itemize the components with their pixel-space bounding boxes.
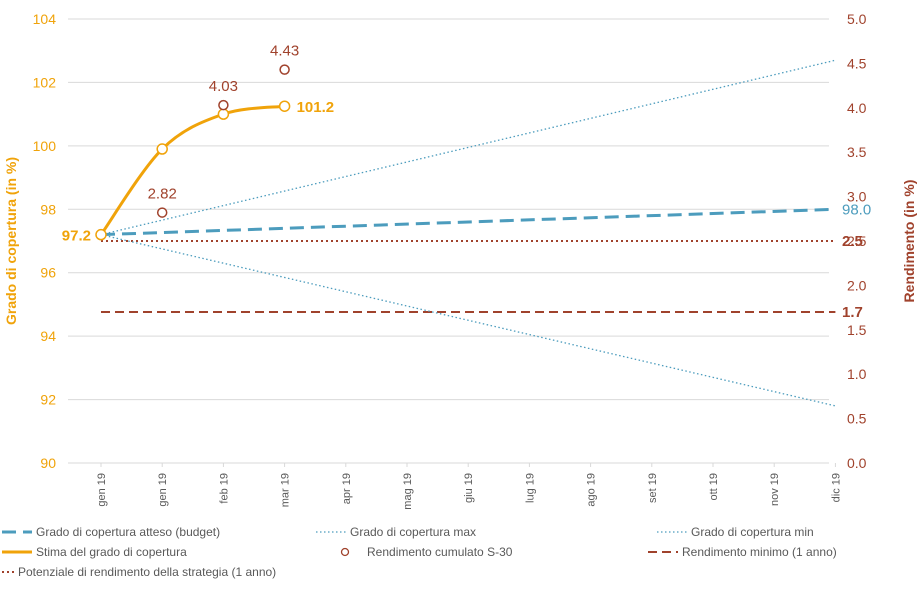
y-left-tick-label: 94 [40,328,56,344]
data-point [156,143,168,155]
series-stima-del-grado-di-copertura [99,104,285,236]
y-right-tick-label: 1.5 [847,322,867,338]
data-point [95,228,107,241]
x-tick-label: set 19 [647,473,659,503]
x-tick-label: gen 19 [96,473,108,507]
x-tick-label: apr 19 [341,473,353,504]
x-tick-label: lug 19 [524,473,536,503]
data-point [217,108,230,120]
y-right-tick-label: 0.5 [847,411,867,427]
data-label: 4.43 [270,43,299,60]
y-right-tick-label: 3.5 [847,144,867,160]
x-tick-label: ago 19 [586,473,598,507]
y-right-tick-label: 1.0 [847,366,867,382]
y-left-tick-label: 100 [33,138,57,154]
legend-label: Grado di copertura min [691,525,814,539]
x-tick-label: dic 19 [830,473,842,502]
x-tick-label: nov 19 [769,473,781,506]
series-grado-di-copertura-atteso-budget [100,207,836,237]
data-label: 2.82 [148,186,177,203]
data-label-end: 1.7 [842,304,863,321]
data-point [279,64,290,75]
series-grado-di-copertura-min [100,234,836,407]
y-left-tick-label: 90 [40,455,56,471]
y-right-tick-label: 4.0 [847,100,867,116]
data-point [156,207,168,218]
legend-item: Rendimento minimo (1 anno) [648,545,837,559]
legend-item: Grado di copertura max [316,525,476,539]
legend-item: Potenziale di rendimento della strategia… [2,565,276,579]
y-left-tick-label: 98 [40,201,56,217]
data-point [278,100,291,112]
legend-item: Grado di copertura atteso (budget) [2,525,220,539]
axis-layer: 90 92 94 96 98 100 102 104 0.0 0.5 1.0 1.5 2.0 2.5 3.0… [33,11,867,510]
x-tick-label: ott 19 [708,473,720,501]
legend-label: Stima del grado di copertura [36,545,187,559]
y-right-tick-label: 3.0 [847,189,867,205]
legend-item: Stima del grado di copertura [2,545,187,559]
data-label: 4.03 [209,78,238,95]
legend-label: Potenziale di rendimento della strategia… [18,565,276,579]
legend: Grado di copertura atteso (budget) Grado … [2,525,837,579]
y-right-tick-label: 2.5 [847,233,867,249]
label-layer: 1.7 2.5 98.0 97.2 101.2 2.82 4.03 4.43 [62,43,871,321]
grid-layer [68,18,829,464]
x-tick-label: mar 19 [280,473,292,507]
x-tick-label: gen 19 [157,473,169,507]
data-label-end: 2.5 [842,233,863,250]
legend-label: Rendimento cumulato S-30 [367,545,513,559]
legend-item: Grado di copertura min [657,525,814,539]
series-layer [95,59,836,407]
series-grado-di-copertura-max [100,59,836,236]
y-right-tick-label: 0.0 [847,455,867,471]
legend-item: Rendimento cumulato S-30 [340,545,513,559]
y-left-tick-label: 96 [40,265,56,281]
data-label-start: 97.2 [62,228,91,245]
y-left-tick-label: 92 [40,392,56,408]
y-left-axis-title: Grado di copertura (in %) [3,157,19,325]
data-label-end: 101.2 [297,99,335,116]
y-right-tick-label: 4.5 [847,55,867,71]
y-right-tick-label: 5.0 [847,11,867,27]
legend-label: Grado di copertura atteso (budget) [36,525,220,539]
legend-label: Grado di copertura max [350,525,476,539]
x-tick-label: feb 19 [218,473,230,504]
y-left-tick-label: 104 [33,11,57,27]
y-left-tick-label: 102 [33,74,57,90]
legend-swatch [340,547,350,557]
y-right-tick-label: 2.0 [847,277,867,293]
data-label-end: 98.0 [842,201,871,218]
y-right-axis-title: Rendimento (in %) [901,180,917,303]
x-tick-label: mag 19 [402,473,414,510]
data-point [218,99,229,111]
x-tick-label: giu 19 [463,473,475,503]
legend-label: Rendimento minimo (1 anno) [682,545,837,559]
